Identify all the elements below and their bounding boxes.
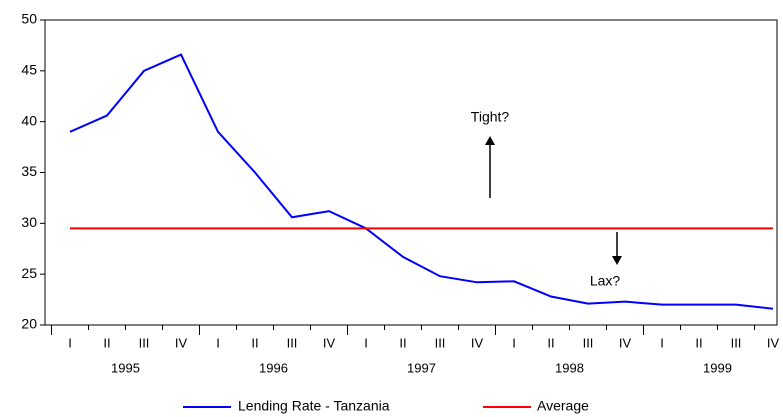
x-tick-label: IV: [619, 335, 632, 350]
x-tick-label: I: [660, 335, 664, 350]
y-tick-label: 40: [21, 112, 37, 128]
x-tick-label: IV: [471, 335, 484, 350]
x-tick-label: I: [216, 335, 220, 350]
x-tick-label: II: [251, 335, 258, 350]
x-tick-label: IV: [323, 335, 336, 350]
y-tick-label: 35: [21, 163, 37, 179]
x-tick-label: I: [512, 335, 516, 350]
legend-label: Lending Rate - Tanzania: [238, 398, 390, 414]
x-tick-label: IV: [767, 335, 780, 350]
y-tick-label: 45: [21, 62, 37, 78]
x-tick-label: III: [287, 335, 298, 350]
y-tick-label: 25: [21, 265, 37, 281]
annotation: Tight?: [471, 109, 510, 125]
x-tick-label: III: [583, 335, 594, 350]
year-label: 1998: [555, 360, 584, 375]
x-tick-label: III: [435, 335, 446, 350]
y-tick-label: 50: [21, 11, 37, 27]
y-tick-label: 20: [21, 316, 37, 332]
arrow-head: [485, 136, 495, 145]
series-line: [69, 53, 774, 310]
legend-label: Average: [537, 398, 589, 414]
x-tick-label: II: [399, 335, 406, 350]
x-tick-label: I: [364, 335, 368, 350]
x-tick-label: II: [695, 335, 702, 350]
x-tick-label: II: [103, 335, 110, 350]
x-tick-label: III: [731, 335, 742, 350]
year-label: 1999: [703, 360, 732, 375]
year-label: 1997: [407, 360, 436, 375]
x-tick-label: IV: [175, 335, 188, 350]
y-tick-label: 30: [21, 214, 37, 230]
year-label: 1995: [111, 360, 140, 375]
arrow-head: [612, 256, 622, 265]
x-tick-label: I: [68, 335, 72, 350]
annotation: Lax?: [590, 273, 621, 289]
x-tick-label: III: [139, 335, 150, 350]
year-label: 1996: [259, 360, 288, 375]
x-tick-label: II: [547, 335, 554, 350]
